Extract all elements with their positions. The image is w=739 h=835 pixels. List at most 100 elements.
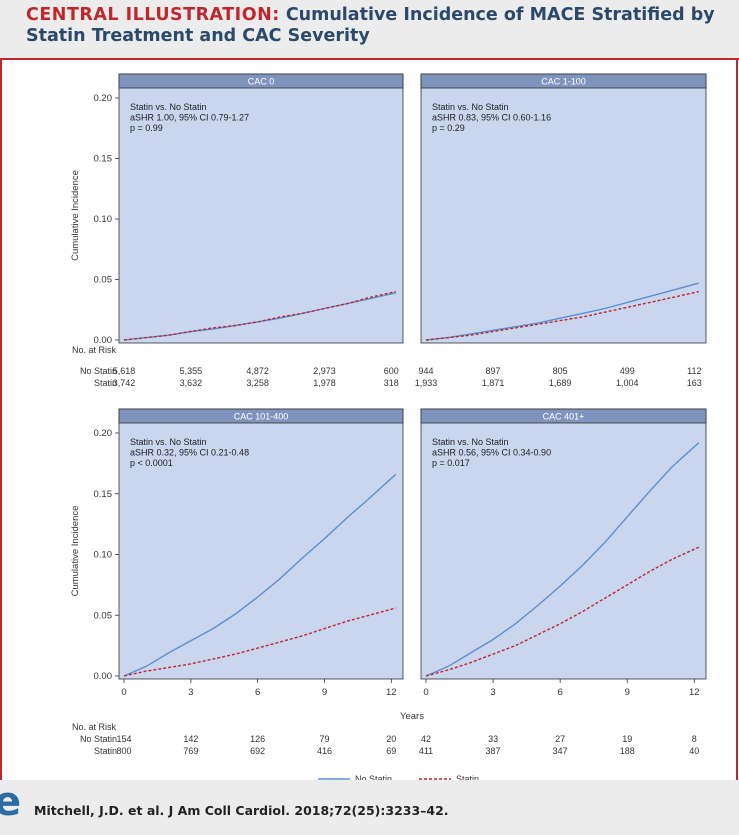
figure-title: CENTRAL ILLUSTRATION: Cumulative Inciden… xyxy=(26,5,726,47)
x-tick-label: 3 xyxy=(188,687,193,698)
risk-table-title: No. at Risk xyxy=(72,345,117,355)
risk-count: 188 xyxy=(620,746,635,756)
legend-statin-label: Statin xyxy=(456,774,479,780)
risk-count: 600 xyxy=(384,366,399,376)
risk-count: 318 xyxy=(384,378,399,388)
figure-header: CENTRAL ILLUSTRATION: Cumulative Inciden… xyxy=(0,0,739,58)
frame-left-border xyxy=(0,58,2,780)
risk-count: 1,978 xyxy=(313,378,336,388)
risk-count: 4,872 xyxy=(246,366,269,376)
risk-count: 499 xyxy=(620,366,635,376)
panel-title: CAC 401+ xyxy=(543,412,585,422)
risk-count: 42 xyxy=(421,734,431,744)
risk-count: 769 xyxy=(183,746,198,756)
risk-count: 3,742 xyxy=(113,378,136,388)
panel-cac-0-header xyxy=(118,73,404,89)
stats-annotation: p = 0.017 xyxy=(432,458,470,468)
risk-row-label: Statin xyxy=(94,746,117,756)
risk-count: 692 xyxy=(250,746,265,756)
y-tick-label: 0.15 xyxy=(94,154,113,165)
stats-annotation: p < 0.0001 xyxy=(130,458,173,468)
stats-annotation: Statin vs. No Statin xyxy=(432,437,509,447)
y-tick-label: 0.20 xyxy=(94,93,113,104)
risk-count: 19 xyxy=(622,734,632,744)
stats-annotation: Statin vs. No Statin xyxy=(432,102,509,112)
x-tick-label: 6 xyxy=(557,687,562,698)
title-text: Cumulative Incidence of MACE Stratified … xyxy=(26,5,715,46)
panel-cac-101-400-header xyxy=(118,408,404,424)
y-tick-label: 0.15 xyxy=(94,489,113,500)
risk-count: 3,632 xyxy=(180,378,203,388)
statin-curve xyxy=(425,546,700,677)
risk-count: 79 xyxy=(319,734,329,744)
risk-count: 1,871 xyxy=(482,378,505,388)
x-tick-label: 3 xyxy=(490,687,495,698)
stats-annotation: Statin vs. No Statin xyxy=(130,437,207,447)
frame-right-border xyxy=(736,58,738,780)
statin-curve xyxy=(123,607,396,677)
stats-annotation: aSHR 0.83, 95% CI 0.60-1.16 xyxy=(432,113,551,123)
y-tick-label: 0.05 xyxy=(94,610,113,621)
no-statin-curve xyxy=(123,473,397,677)
x-tick-label: 9 xyxy=(625,687,630,698)
risk-count: 27 xyxy=(555,734,565,744)
risk-count: 1,004 xyxy=(616,378,639,388)
risk-count: 347 xyxy=(553,746,568,756)
y-axis-label: Cumulative Incidence xyxy=(70,170,81,261)
risk-table-title: No. at Risk xyxy=(72,722,117,732)
y-tick-label: 0.00 xyxy=(94,671,113,682)
y-tick-label: 0.00 xyxy=(94,335,113,346)
title-lead: CENTRAL ILLUSTRATION: xyxy=(26,5,280,25)
panel-title: CAC 0 xyxy=(248,77,275,87)
risk-count: 33 xyxy=(488,734,498,744)
x-tick-label: 6 xyxy=(255,687,260,698)
x-tick-label: 0 xyxy=(423,687,428,698)
figure-footer xyxy=(0,780,739,835)
statin-curve xyxy=(425,290,699,341)
x-axis-label: Years xyxy=(400,711,424,722)
risk-count: 8 xyxy=(692,734,697,744)
risk-count: 5,618 xyxy=(113,366,136,376)
risk-count: 163 xyxy=(687,378,702,388)
stats-annotation: p = 0.29 xyxy=(432,123,465,133)
frame-top-border xyxy=(0,58,739,60)
risk-row-label: Statin xyxy=(94,378,117,388)
panel-cac-0-background xyxy=(118,73,404,344)
risk-count: 805 xyxy=(553,366,568,376)
no-statin-curve xyxy=(425,282,699,341)
risk-row-label: No Statin xyxy=(80,734,117,744)
risk-count: 416 xyxy=(317,746,332,756)
stats-annotation: aSHR 0.56, 95% CI 0.34-0.90 xyxy=(432,448,551,458)
risk-count: 142 xyxy=(183,734,198,744)
panel-cac-1-100-header xyxy=(420,73,707,89)
panel-cac-401--header xyxy=(420,408,707,424)
risk-count: 411 xyxy=(419,746,433,756)
risk-count: 944 xyxy=(418,366,433,376)
journal-logo: e xyxy=(0,779,22,825)
risk-count: 1,689 xyxy=(549,378,572,388)
risk-count: 20 xyxy=(386,734,396,744)
y-tick-label: 0.10 xyxy=(94,214,113,225)
panel-cac-101-400-background xyxy=(118,408,404,680)
y-tick-label: 0.05 xyxy=(94,275,113,286)
x-tick-label: 12 xyxy=(386,687,397,698)
risk-count: 3,258 xyxy=(246,378,269,388)
risk-count: 800 xyxy=(116,746,131,756)
risk-count: 2,973 xyxy=(313,366,336,376)
panel-cac-1-100-background xyxy=(420,73,707,344)
legend-no-statin-label: No Statin xyxy=(355,774,392,780)
y-tick-label: 0.10 xyxy=(94,550,113,561)
x-tick-label: 9 xyxy=(322,687,327,698)
panel-title: CAC 101-400 xyxy=(234,412,289,422)
stats-annotation: aSHR 0.32, 95% CI 0.21-0.48 xyxy=(130,448,249,458)
risk-count: 154 xyxy=(116,734,131,744)
panel-title: CAC 1-100 xyxy=(541,77,586,87)
no-statin-curve xyxy=(425,442,700,677)
y-axis-label: Cumulative Incidence xyxy=(70,506,81,597)
stats-annotation: aSHR 1.00, 95% CI 0.79-1.27 xyxy=(130,113,249,123)
y-tick-label: 0.20 xyxy=(94,428,113,439)
statin-curve xyxy=(123,290,396,341)
risk-count: 897 xyxy=(486,366,501,376)
risk-count: 1,933 xyxy=(415,378,438,388)
x-tick-label: 12 xyxy=(689,687,700,698)
